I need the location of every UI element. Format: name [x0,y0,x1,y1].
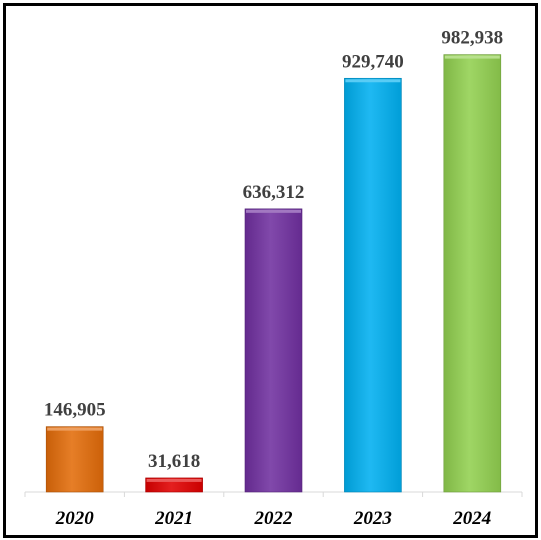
bar-highlight-2020 [47,427,103,431]
x-tick-label-2023: 2023 [353,508,392,529]
bar-highlight-2021 [146,478,202,482]
bar-highlight-2023 [345,79,401,83]
bar-2024 [443,54,502,493]
x-tick-label-2021: 2021 [154,508,193,529]
value-label-2021: 31,618 [148,451,200,472]
x-tick-label-2020: 2020 [55,508,95,529]
bar-highlight-2022 [246,209,301,213]
bar-highlight-2024 [444,55,500,59]
x-tick-label-2024: 2024 [452,508,491,529]
bar-2022 [244,208,303,493]
value-label-2022: 636,312 [243,182,305,203]
value-label-2023: 929,740 [342,51,404,72]
bar-2023 [344,77,402,493]
bar-2020 [45,426,104,493]
x-tick-label-2022: 2022 [254,508,294,529]
value-label-2024: 982,938 [441,28,503,49]
value-label-2020: 146,905 [44,400,106,421]
